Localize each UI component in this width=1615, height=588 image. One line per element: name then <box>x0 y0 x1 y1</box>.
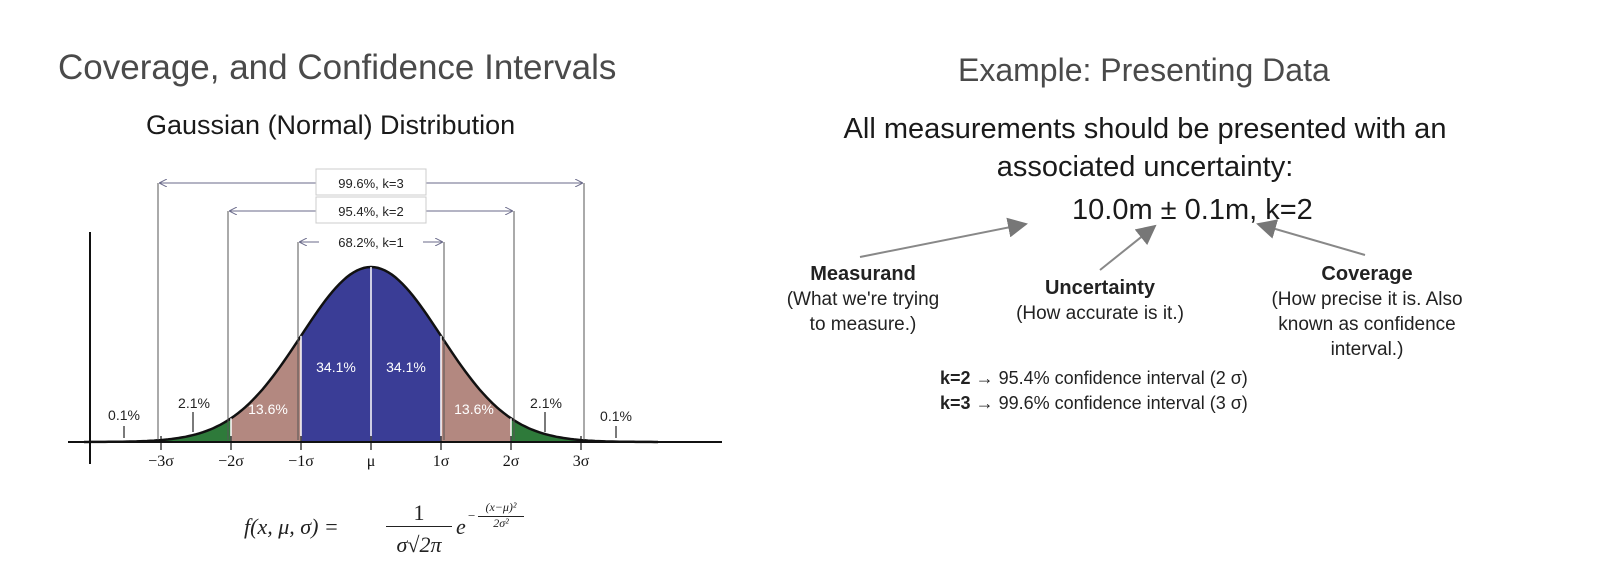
coverage-line-3: interval.) <box>1330 339 1404 360</box>
uncertainty-arrow <box>1099 224 1157 271</box>
interval-label: 68.2%, k=1 <box>338 235 403 250</box>
formula-exp-base: e <box>456 514 466 539</box>
region-label-6: 0.1% <box>108 407 140 423</box>
region-0 <box>301 267 371 442</box>
measurand-line-1: (What we're trying <box>786 289 940 310</box>
distribution-subtitle: Gaussian (Normal) Distribution <box>146 110 516 140</box>
k3-text: → 99.6% confidence interval (3 σ) <box>975 393 1248 413</box>
formula-exp-numerator: (x−μ)² <box>485 500 517 514</box>
formula-exp-sign: − <box>468 508 476 523</box>
region-label-3: 13.6% <box>454 401 494 417</box>
k3-line: k=3 → 99.6% confidence interval (3 σ) <box>940 393 1248 414</box>
formula-denominator: σ√2π <box>396 532 442 557</box>
region-label-7: 0.1% <box>600 408 632 424</box>
gaussian-diagram: 99.6%, k=3 95.4%, k=2 68.2%, k=1 34.1% 34.1… <box>68 168 722 470</box>
region-1 <box>371 267 441 442</box>
interval-label-box <box>315 196 427 224</box>
measurand-callout: Measurand (What we're trying to measure.… <box>768 262 958 337</box>
k3-key: k=3 <box>940 393 971 413</box>
axis-tick-label: 2σ <box>503 453 520 470</box>
region-label-0: 34.1% <box>316 359 356 375</box>
left-slide-title: Coverage, and Confidence Intervals <box>58 48 617 87</box>
uncertainty-title: Uncertainty <box>1044 277 1156 299</box>
interval-label: 95.4%, k=2 <box>338 204 403 219</box>
uncertainty-line-1: (How accurate is it.) <box>1016 303 1184 324</box>
axis-tick-label: −2σ <box>218 453 244 470</box>
formula-numerator: 1 <box>413 500 425 525</box>
formula-lhs: f(x, μ, σ) = <box>244 514 339 539</box>
region-label-1: 34.1% <box>386 359 426 375</box>
interval-label: 99.6%, k=3 <box>338 176 403 191</box>
formula-exp-denominator: 2σ² <box>493 516 509 530</box>
coverage-callout: Coverage (How precise it is. Also known … <box>1252 262 1482 362</box>
measurand-title: Measurand <box>810 263 916 285</box>
coverage-line-1: (How precise it is. Also <box>1271 289 1463 310</box>
coverage-line-2: known as confidence <box>1278 314 1456 335</box>
axis-tick-label: 1σ <box>433 453 450 470</box>
k2-key: k=2 <box>940 368 971 388</box>
callout-arrows <box>859 217 1366 271</box>
k2-line: k=2 → 95.4% confidence interval (2 σ) <box>940 368 1248 389</box>
region-4 <box>161 418 231 442</box>
axis-tick-label: μ <box>367 453 376 470</box>
region-label-5: 2.1% <box>530 395 562 411</box>
axis-tick-label: 3σ <box>573 453 590 470</box>
uncertainty-statement: All measurements should be presented wit… <box>843 113 1447 183</box>
coverage-title: Coverage <box>1321 263 1413 285</box>
measurand-arrow <box>859 217 1028 258</box>
coverage-arrow <box>1256 219 1366 256</box>
k2-text: → 95.4% confidence interval (2 σ) <box>975 368 1248 388</box>
region-5 <box>511 418 581 442</box>
interval-label-box <box>315 168 427 196</box>
uncertainty-callout: Uncertainty (How accurate is it.) <box>1000 276 1200 326</box>
axis-tick-label: −1σ <box>288 453 314 470</box>
right-slide-title: Example: Presenting Data <box>958 52 1330 88</box>
region-label-2: 13.6% <box>248 401 288 417</box>
axis-tick-label: −3σ <box>148 453 174 470</box>
region-label-4: 2.1% <box>178 395 210 411</box>
measurand-line-2: to measure.) <box>809 314 917 335</box>
